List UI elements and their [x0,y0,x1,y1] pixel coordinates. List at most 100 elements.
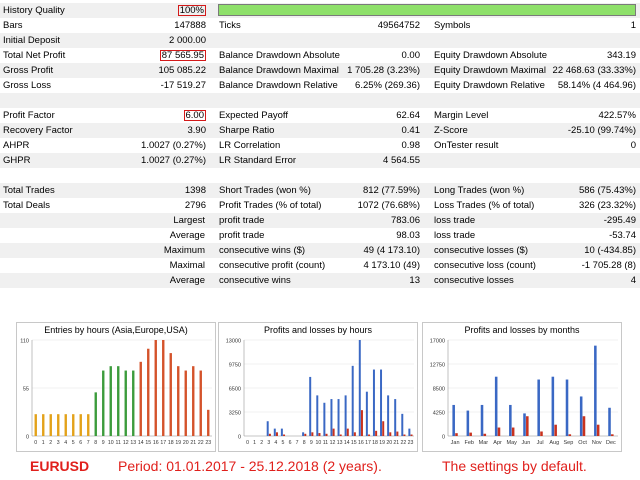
profit-bar [323,402,326,436]
metric-label: Loss Trades (% of total) [434,200,535,211]
y-tick-label: 110 [20,339,29,345]
profit-bar [523,413,526,436]
metric-label-cell: AHPR [3,138,29,153]
x-tick-label: Dec [606,440,616,446]
metric-value: 4 564.55 [383,155,420,166]
metric-value: 2796 [184,200,206,211]
loss-bar [339,434,342,436]
loss-bar [268,433,271,436]
metric-label-cell: Average [60,228,205,243]
loss-bar [410,434,413,436]
x-tick-label: 11 [323,440,328,446]
metric-label-cell: Bars [3,18,23,33]
loss-bar [568,434,572,436]
entries-bar [94,392,97,436]
metric-label: Average [169,275,205,286]
metric-label: Expected Payoff [219,110,289,121]
metric-label: Gross Profit [3,65,54,76]
loss-bar [304,433,307,436]
metric-value: 3.90 [187,125,207,136]
metric-value-cell: 2796 [90,198,206,213]
metric-label: GHPR [3,155,31,166]
metric-label: loss trade [434,215,476,226]
x-tick-label: 7 [87,440,90,446]
metric-label: Margin Level [434,110,489,121]
metric-value: 422.57% [598,110,636,121]
metric-value-cell: 10 (-434.85) [520,243,636,258]
metric-value: 49 (4 173.10) [363,245,420,256]
profit-bar [408,428,411,436]
entries-bar [132,370,135,436]
metric-value-cell: 3.90 [90,123,207,138]
metric-label-cell: GHPR [3,153,30,168]
x-tick-label: 20 [183,440,189,446]
metric-value-cell: 586 (75.43%) [520,183,636,198]
metric-value-cell: 22 468.63 (33.33%) [520,63,636,78]
x-tick-label: 19 [175,440,181,446]
y-tick-label: 6500 [229,387,241,393]
metric-label: consecutive wins [219,275,291,286]
metric-label-cell: Equity Drawdown Maximal [434,63,546,78]
profit-bar [280,428,283,436]
metric-value: 1398 [184,185,206,196]
metric-label: consecutive profit (count) [219,260,326,271]
loss-bar [346,428,349,436]
loss-bar [483,433,487,436]
x-tick-label: 10 [315,440,321,446]
profit-bar [358,340,361,436]
loss-bar [511,427,515,436]
profit-bar [565,379,569,436]
y-tick-label: 17000 [430,339,445,345]
profit-bar [344,395,347,436]
x-tick-label: 4 [64,440,67,446]
metric-value-cell: -1 705.28 (8) [520,258,636,273]
metric-value: 0.00 [401,50,421,61]
x-tick-label: 10 [108,440,114,446]
entries-bar [72,414,75,436]
entries-bar [34,414,37,436]
footer: EURUSD Period: 01.01.2017 - 25.12.2018 (… [0,458,640,478]
x-tick-label: 1 [42,440,45,446]
metric-label-cell: Initial Deposit [3,33,60,48]
report-row: Initial Deposit 2 000.00 [0,33,640,48]
metric-value-cell: -17 519.27 [90,78,206,93]
report-row: Recovery Factor 3.90 Sharpe Ratio 0.41 Z-Sco… [0,123,640,138]
x-tick-label: 21 [190,440,196,446]
entries-bar [49,414,52,436]
metric-value: 783.06 [390,215,420,226]
metric-label: Profit Trades (% of total) [219,200,322,211]
profit-bar [594,345,597,436]
loss-bar [540,431,543,436]
metric-label-cell: Total Deals [3,198,50,213]
footer-symbol: EURUSD [30,458,90,474]
x-tick-label: 0 [34,440,37,446]
metric-label-cell: Loss Trades (% of total) [434,198,534,213]
metric-label-cell: LR Standard Error [219,153,296,168]
metric-value: 87 565.95 [159,50,206,61]
footer-settings: The settings by default. [442,458,587,474]
metric-label-cell: profit trade [219,213,264,228]
x-tick-label: 23 [205,440,211,446]
entries-bar [177,366,180,436]
metric-label: consecutive losses ($) [434,245,528,256]
x-tick-label: 8 [94,440,97,446]
loss-bar [403,434,406,436]
metric-label-cell: consecutive wins ($) [219,243,305,258]
report-row: Total Deals 2796 Profit Trades (% of total… [0,198,640,213]
profit-bar [452,404,455,436]
metric-value: -17 519.27 [160,80,206,91]
metric-label: Total Net Profit [3,50,66,61]
entries-bar [64,414,67,436]
x-tick-label: 19 [379,440,385,446]
loss-bar [360,410,363,436]
x-tick-label: 15 [351,440,357,446]
loss-bar [353,432,356,436]
report-row: Maximal consecutive profit (count) 4 173.1… [0,258,640,273]
report-row: Bars 147888 Ticks 49564752 Symbols 1 [0,18,640,33]
metric-value: -295.49 [603,215,636,226]
metric-value-cell: 6.00 [90,108,206,123]
profits-by-months-chart: 17000 12750 8500 4250 0 Jan Feb Mar Apr May Jun Jul… [422,322,622,452]
metric-value-cell: 0.41 [300,123,421,138]
entries-bar [199,370,202,436]
